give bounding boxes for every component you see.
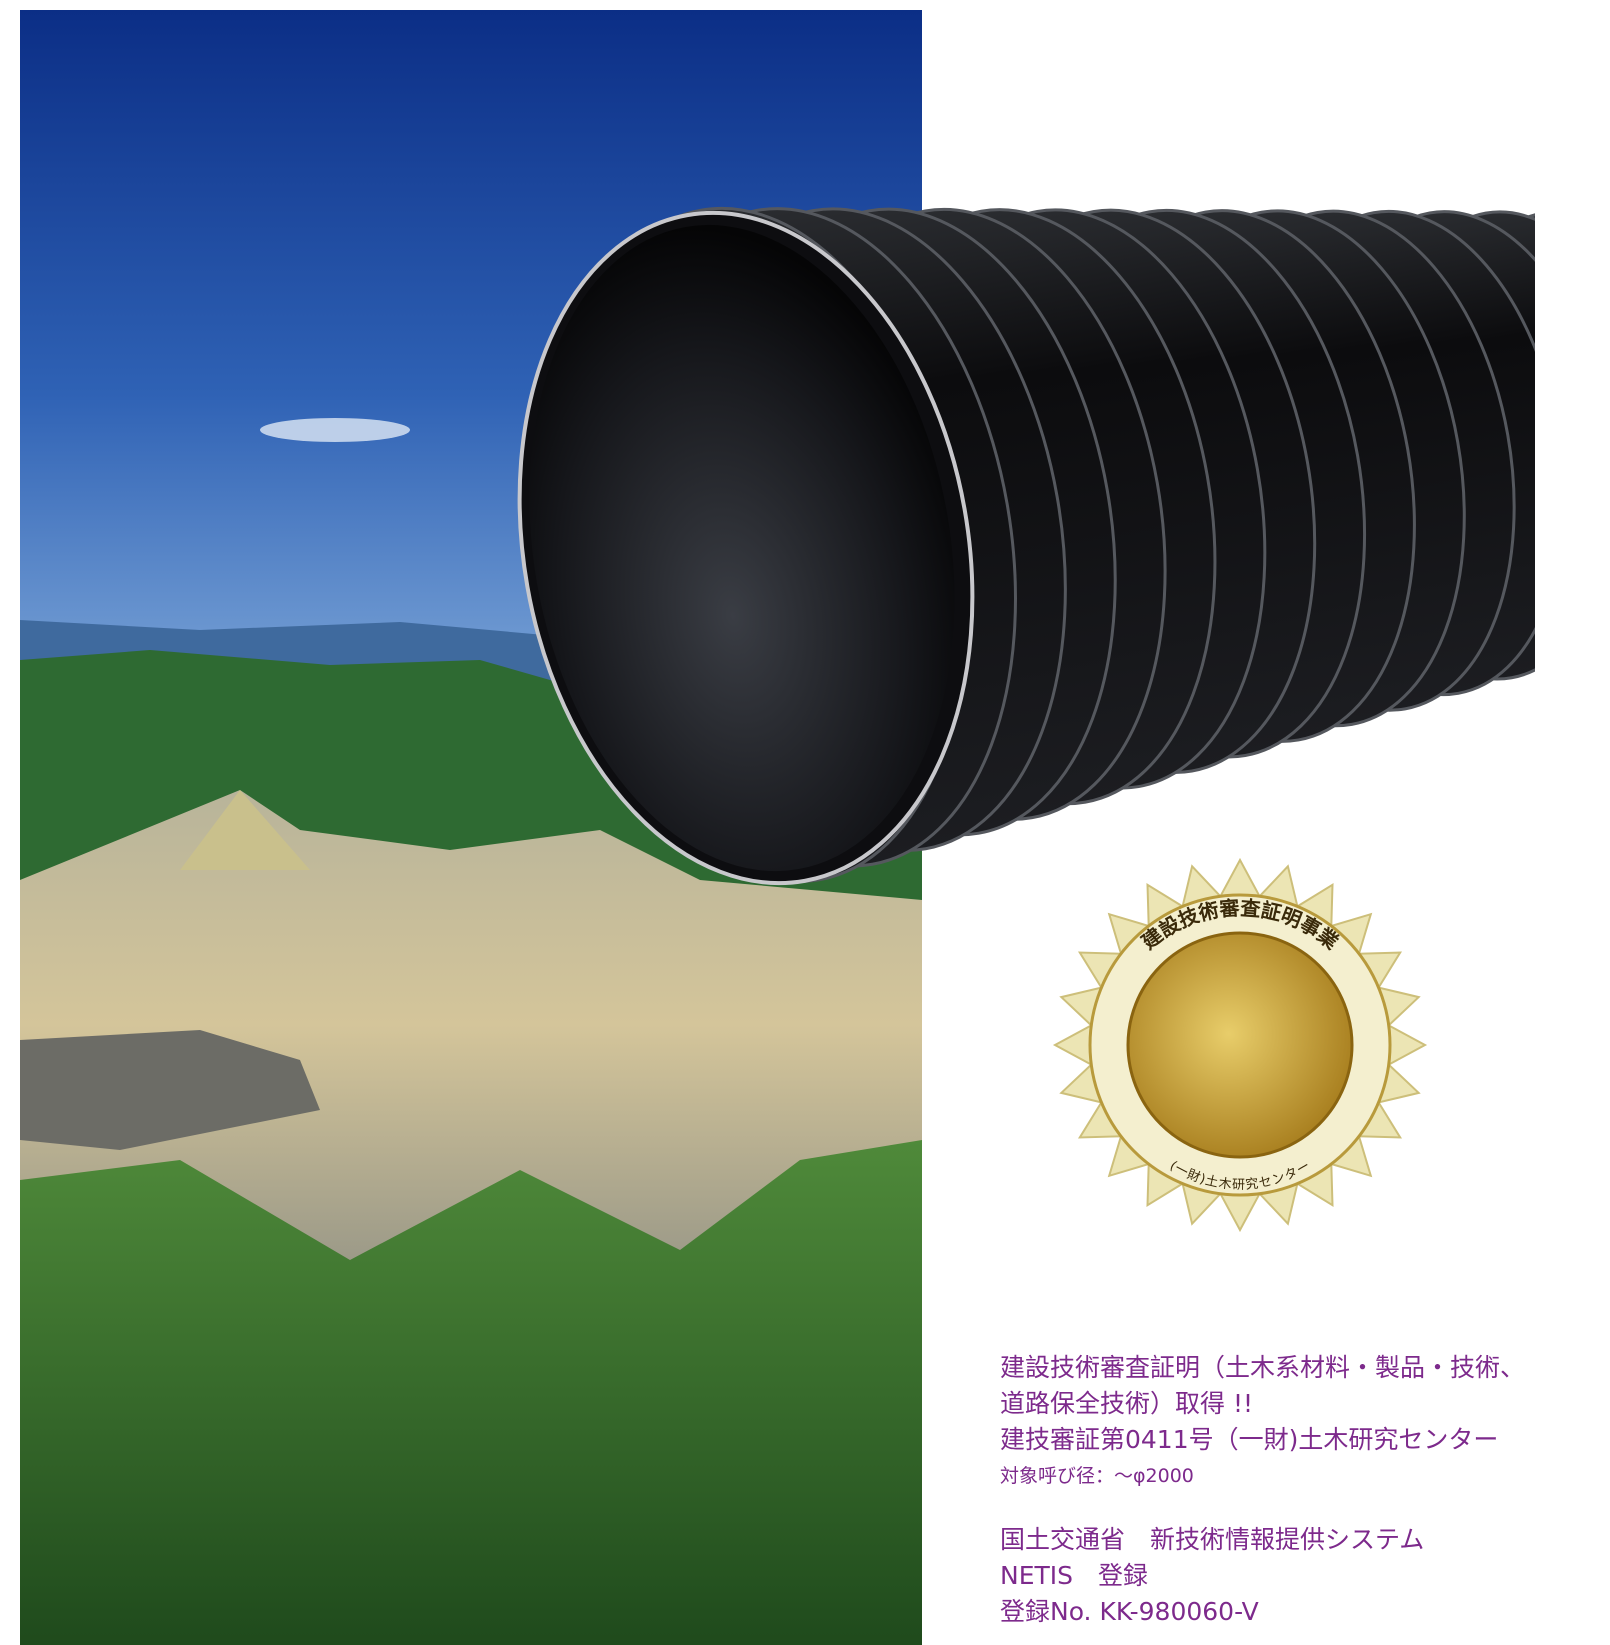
netis-line: NETIS 登録 [1000,1561,1148,1590]
certification-seal: 建設技術審査証明事業 (一財)土木研究センター [1052,857,1428,1233]
landscape-photo [20,10,922,1645]
netis-line: 登録No. KK-980060-V [1000,1597,1259,1626]
cert-line: 建設技術審査証明（土木系材料・製品・技術、 [1000,1353,1525,1382]
netis-line: 国土交通省 新技術情報提供システム [1000,1525,1424,1554]
cert-line: 建技審証第0411号（一財)土木研究センター [1000,1425,1498,1454]
certification-text: 建設技術審査証明（土木系材料・製品・技術、 道路保全技術）取得 !! 建技審証第… [1000,1353,1525,1626]
pipe [517,206,1535,886]
cert-note: 対象呼び径：～φ2000 [1000,1465,1194,1487]
cert-line: 道路保全技術）取得 !! [1000,1389,1253,1418]
